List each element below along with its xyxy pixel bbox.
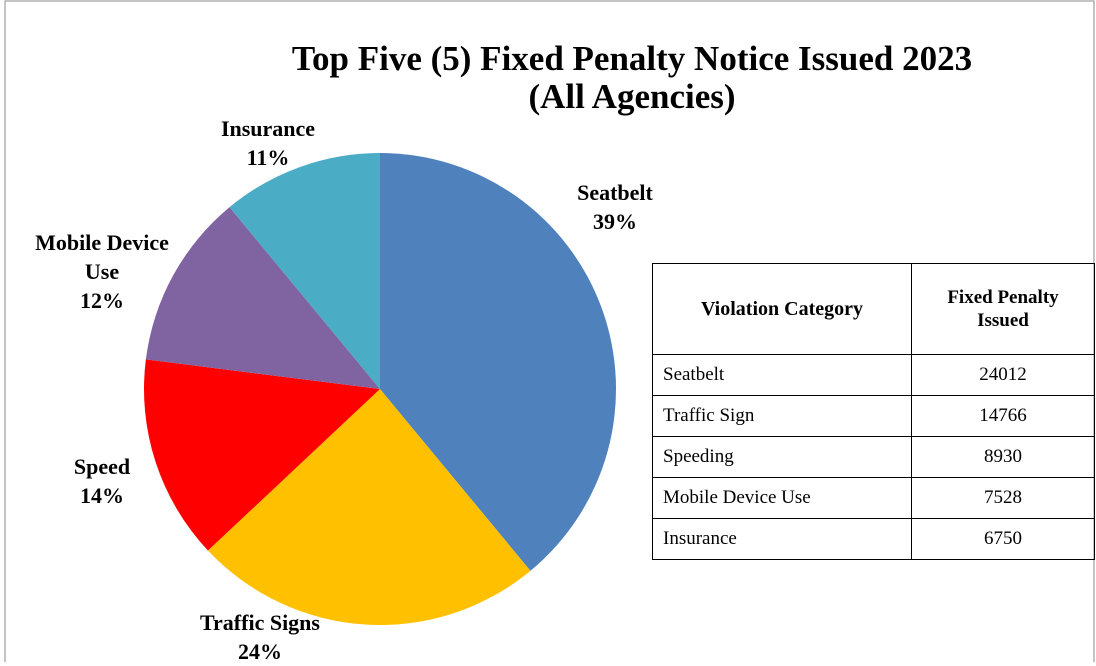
table-row: Mobile Device Use 7528 <box>652 477 1095 519</box>
table-cell: Speeding <box>652 436 912 478</box>
table-cell: 8930 <box>911 436 1095 478</box>
pie-label: Insurance 11% <box>198 114 338 172</box>
label-value: 24% <box>238 639 282 664</box>
label-value: 12% <box>80 288 124 313</box>
label-value: 14% <box>80 483 124 508</box>
table-row: Seatbelt 24012 <box>652 354 1095 396</box>
header-cell: Fixed Penalty Issued <box>911 263 1095 355</box>
table-row: Traffic Sign 14766 <box>652 395 1095 437</box>
pie-label: Speed 14% <box>42 452 162 510</box>
label-name: Speed <box>73 454 131 479</box>
table-cell: Insurance <box>652 518 912 560</box>
table-cell: 7528 <box>911 477 1095 519</box>
pie-slice <box>145 207 380 389</box>
table-header: Violation Category Fixed Penalty Issued <box>652 263 1095 355</box>
table-cell: 14766 <box>911 395 1095 437</box>
label-name: Mobile Device Use <box>35 230 169 284</box>
pie-slice <box>207 389 531 625</box>
table-cell: Traffic Sign <box>652 395 912 437</box>
table-row: Insurance 6750 <box>652 518 1095 560</box>
pie-label: Traffic Signs 24% <box>170 608 350 666</box>
label-value: 39% <box>593 209 637 234</box>
table-row: Speeding 8930 <box>652 436 1095 478</box>
table-cell: Mobile Device Use <box>652 477 912 519</box>
label-value: 11% <box>246 145 290 170</box>
chart-title: Top Five (5) Fixed Penalty Notice Issued… <box>292 39 972 78</box>
pie-slice <box>144 359 380 551</box>
pie-slice <box>380 153 616 571</box>
pie-label: Seatbelt 39% <box>545 178 685 236</box>
table-cell: 24012 <box>911 354 1095 396</box>
label-name: Traffic Signs <box>200 610 320 635</box>
table-body: Seatbelt 24012 Traffic Sign 14766 Speeding 89… <box>652 354 1095 560</box>
pie-label: Mobile Device Use 12% <box>17 228 187 315</box>
table-cell: 6750 <box>911 518 1095 560</box>
label-name: Insurance <box>220 116 316 141</box>
label-name: Seatbelt <box>577 180 653 205</box>
header-cell: Violation Category <box>652 263 912 355</box>
table-cell: Seatbelt <box>652 354 912 396</box>
pie-slice <box>229 153 380 389</box>
data-table: Violation Category Fixed Penalty Issued … <box>652 263 1095 560</box>
chart-subtitle: (All Agencies) <box>528 77 735 116</box>
